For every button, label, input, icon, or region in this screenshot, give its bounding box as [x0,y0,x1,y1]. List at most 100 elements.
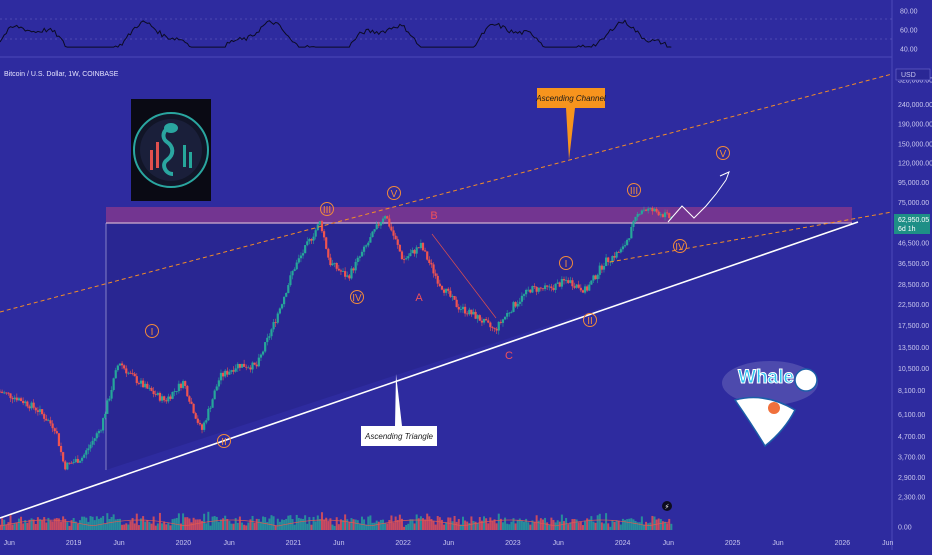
volume-bar [87,521,90,530]
candle-body [575,284,578,288]
candle-body [19,398,23,401]
volume-bar [49,520,52,530]
volume-bar [394,516,397,530]
volume-bar [607,523,610,530]
volume-bar [167,522,170,530]
candle-body [626,239,629,246]
time-tick-label: 2020 [176,540,192,547]
candle-body [560,279,563,287]
candle-body [188,396,191,402]
volume-bar [628,518,631,530]
svg-text:IV: IV [352,293,362,304]
volume-bar [571,519,574,530]
candle-body [318,221,321,225]
candle-body [644,209,648,211]
candle-body [537,287,540,292]
rsi-tick-label: 80.00 [900,9,918,16]
candle-body [474,311,477,319]
volume-bar [266,521,269,530]
volume-bar [472,521,475,530]
candle-body [352,268,355,271]
candle-body [550,286,553,289]
rsi-tick-label: 40.00 [900,47,918,54]
volume-bar [419,516,422,530]
volume-bar [459,524,462,530]
volume-bar [323,519,326,530]
price-tick-label: 36,500.00 [898,261,929,268]
candle-body [407,256,410,259]
candle-body [341,271,345,272]
volume-bar [518,518,521,530]
volume-bar [611,520,614,530]
candle-body [348,275,351,279]
volume-bar [81,516,84,530]
volume-bar [529,524,532,530]
volume-bar [371,522,374,530]
candle-body [47,420,50,422]
candle-body [508,312,511,314]
candle-body [125,368,128,374]
time-axis[interactable]: Jun 2019 Jun 2020 Jun 2021 Jun 2022 Jun 2023 Jun 20… [4,540,894,547]
volume-bar [476,523,479,530]
candle-body [632,221,635,227]
volume-bar [5,524,8,530]
candle-body [556,282,559,284]
volume-bar [161,523,164,530]
currency-badge[interactable]: USD [895,68,931,81]
candle-body [55,431,58,434]
volume-bar [461,516,464,530]
candle-body [623,245,627,247]
volume-bar [453,515,456,530]
volume-bar [314,521,317,530]
volume-bar [474,521,477,530]
candle-body [552,288,555,290]
candle-body [615,252,618,258]
candle-body [569,280,572,283]
volume-bar [358,523,361,530]
candle-body [72,462,75,463]
volume-bar [72,517,75,530]
volume-bar [51,521,54,530]
candle-body [51,423,54,429]
candle-body [243,363,246,367]
candle-body [127,372,130,374]
candle-body [76,458,79,463]
flash-icon[interactable]: ⚡ [662,501,672,511]
candle-body [278,308,281,314]
volume-bar [485,518,488,530]
volume-bar [579,521,582,530]
volume-bar [602,523,605,530]
candle-body [291,270,294,276]
candle-body [80,457,84,461]
candle-body [518,301,521,304]
cobra-vanguard-logo [131,99,211,201]
wave-label: II [583,313,597,327]
candle-body [259,354,263,358]
candle-body [215,386,218,391]
volume-bar [508,524,511,530]
candle-body [495,328,498,331]
candle-body [447,288,450,291]
candle-body [663,212,667,218]
candle-body [638,213,641,215]
candle-body [567,280,570,283]
volume-bar [407,523,410,530]
candle-body [310,239,313,241]
candle-body [304,245,307,254]
candle-body [57,433,61,447]
candle-body [375,224,378,230]
candle-body [379,221,383,226]
candle-body [535,286,538,292]
candle-body [525,289,528,295]
candle-body [110,389,113,399]
volume-bar [443,524,446,530]
candle-body [562,279,566,281]
volume-histogram [0,511,673,530]
candle-body [636,214,639,217]
price-axis[interactable]: 320,000.00 240,000.00 190,000.00 150,000.00… [898,78,932,532]
volume-bar [626,519,629,530]
candle-body [337,268,340,271]
wave-label-c: C [505,350,513,362]
